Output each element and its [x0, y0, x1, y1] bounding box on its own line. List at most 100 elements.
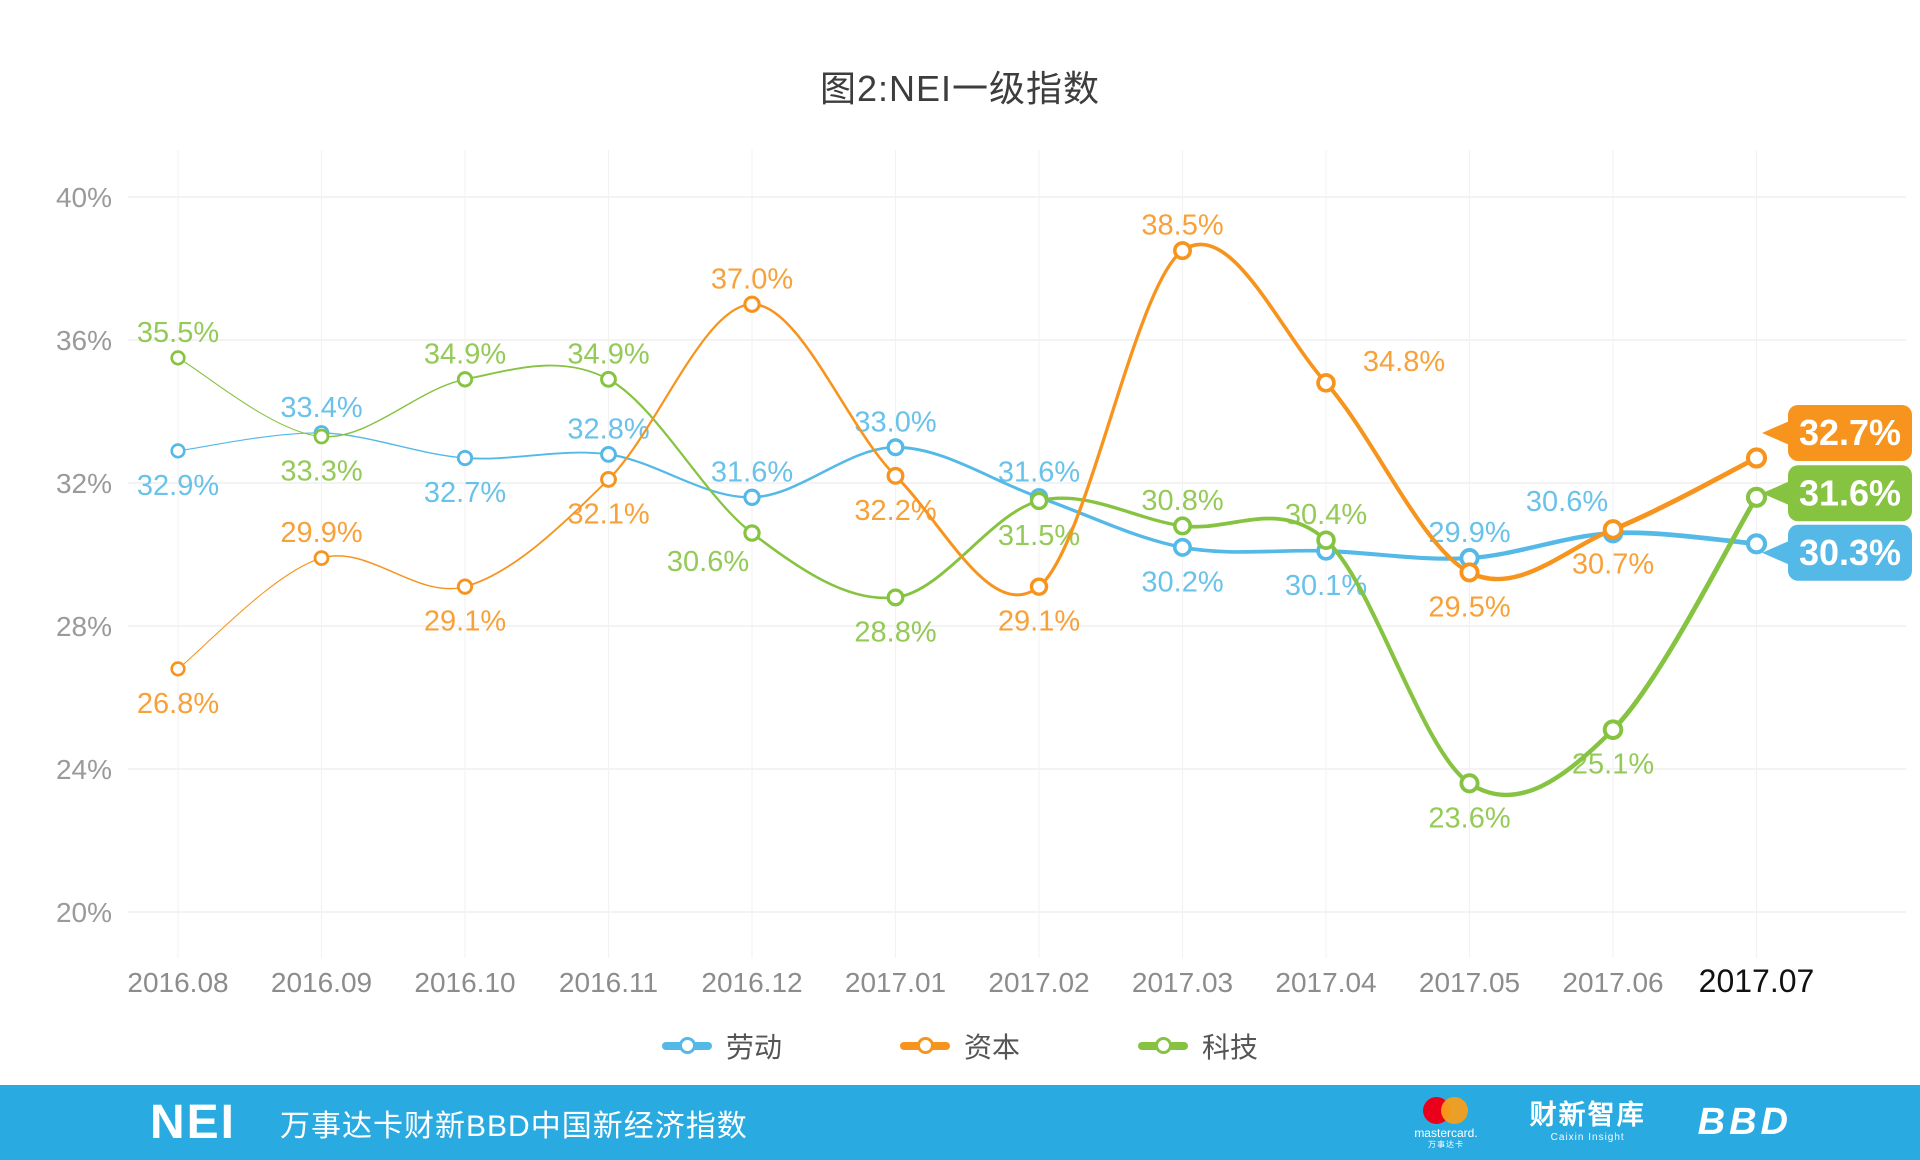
- value-label: 32.7%: [424, 477, 506, 509]
- data-point: [456, 371, 474, 388]
- value-label: 30.2%: [1141, 566, 1223, 598]
- value-label: 26.8%: [137, 688, 219, 720]
- value-label: 32.8%: [567, 413, 649, 445]
- data-point: [1459, 773, 1480, 794]
- legend-item-labor[interactable]: 劳动: [661, 1026, 782, 1066]
- data-point: [170, 661, 186, 677]
- data-point: [456, 449, 474, 467]
- data-point: [886, 466, 905, 485]
- data-point: [1029, 491, 1049, 511]
- data-point: [1745, 533, 1768, 555]
- value-label: 29.1%: [998, 606, 1080, 638]
- x-axis-labels: 2016.08 2016.09 2016.10 2016.11 2016.12 2017.…: [127, 963, 1814, 999]
- data-point: [743, 295, 761, 313]
- value-label: 30.4%: [1285, 499, 1367, 531]
- series-资本: 26.8% 29.9% 29.1% 32.1% 37.0% 32.2% 29.1% 38.5%…: [137, 210, 1768, 720]
- nei-logo: NEI: [150, 1096, 237, 1149]
- data-point: [600, 471, 617, 488]
- value-label: 29.1%: [424, 606, 506, 638]
- legend-label-tech: 科技: [1202, 1032, 1259, 1063]
- svg-text:2016.10: 2016.10: [414, 967, 515, 998]
- legend-item-tech[interactable]: 科技: [1138, 1026, 1258, 1066]
- value-label: 30.8%: [1141, 485, 1223, 517]
- value-label: 32.2%: [854, 495, 936, 527]
- svg-text:32.7%: 32.7%: [1799, 412, 1901, 453]
- caixin-sub: Caixin Insight: [1550, 1132, 1625, 1143]
- data-point: [600, 370, 617, 388]
- value-label: 33.0%: [854, 406, 936, 438]
- data-point: [886, 438, 905, 457]
- value-label: 34.9%: [567, 338, 649, 370]
- series-科技: 35.5% 33.3% 34.9% 34.9% 30.6% 28.8% 31.5% 30.8%…: [137, 317, 1768, 834]
- value-label: 32.9%: [137, 470, 219, 502]
- data-point: [1459, 562, 1480, 583]
- data-point: [170, 350, 186, 366]
- svg-text:2017.01: 2017.01: [845, 967, 946, 998]
- data-point: [1173, 241, 1192, 261]
- legend: 劳动 资本 科技: [0, 1026, 1920, 1066]
- value-label: 30.7%: [1572, 548, 1654, 580]
- svg-text:2017.04: 2017.04: [1275, 967, 1376, 998]
- value-label: 32.1%: [567, 498, 649, 530]
- value-label: 31.5%: [998, 520, 1080, 552]
- y-axis-labels: 40% 36% 32% 28% 24% 20%: [56, 182, 112, 928]
- svg-text:30.3%: 30.3%: [1799, 532, 1901, 573]
- bbd-logo: BBD: [1697, 1101, 1792, 1143]
- data-point: [743, 524, 761, 542]
- data-point: [313, 550, 330, 566]
- value-label: 30.6%: [1526, 486, 1608, 518]
- value-label: 34.8%: [1363, 346, 1445, 378]
- svg-text:2017.07: 2017.07: [1699, 963, 1815, 999]
- chart-title: 图2:NEI一级指数: [819, 68, 1101, 109]
- legend-item-capital[interactable]: 资本: [899, 1026, 1020, 1066]
- footer-brand: NEI 万事达卡财新BBD中国新经济指数: [150, 1085, 748, 1160]
- svg-text:2016.11: 2016.11: [559, 967, 658, 998]
- series-劳动: 32.9% 33.4% 32.7% 32.8% 31.6% 33.0% 31.6% 30.2%…: [137, 392, 1768, 602]
- value-label: 33.4%: [280, 392, 362, 424]
- value-label: 28.8%: [854, 616, 936, 648]
- end-badge-资本: 32.7%: [1762, 404, 1912, 461]
- caixin-name: 财新智库: [1529, 1100, 1646, 1130]
- svg-text:2016.12: 2016.12: [701, 967, 802, 998]
- data-point: [313, 428, 330, 445]
- data-point: [600, 445, 617, 463]
- svg-text:32%: 32%: [56, 468, 112, 499]
- value-label: 29.5%: [1428, 591, 1510, 623]
- data-point: [1602, 519, 1624, 540]
- value-label: 30.1%: [1285, 570, 1367, 602]
- tech-series-icon: [1138, 1036, 1188, 1056]
- data-point: [1316, 530, 1336, 550]
- mastercard-chinese: 万事达卡: [1427, 1139, 1464, 1149]
- footer-subtitle: 万事达卡财新BBD中国新经济指数: [280, 1109, 748, 1143]
- svg-text:2017.03: 2017.03: [1132, 967, 1233, 998]
- svg-text:28%: 28%: [56, 611, 112, 642]
- value-label: 31.6%: [711, 456, 793, 488]
- value-label: 23.6%: [1428, 802, 1510, 834]
- value-label: 29.9%: [1428, 517, 1510, 549]
- svg-text:40%: 40%: [56, 182, 112, 213]
- value-label: 34.9%: [424, 338, 506, 370]
- value-label: 30.6%: [667, 546, 749, 578]
- data-point: [170, 443, 186, 459]
- data-point: [1173, 537, 1192, 557]
- end-badge-劳动: 30.3%: [1762, 524, 1912, 581]
- value-label: 38.5%: [1141, 210, 1223, 242]
- data-point: [743, 488, 761, 506]
- caixin-insight-logo: 财新智库 Caixin Insight: [1530, 1102, 1646, 1143]
- labor-series-icon: [661, 1036, 712, 1056]
- value-label: 31.6%: [998, 456, 1080, 488]
- svg-text:31.6%: 31.6%: [1799, 472, 1901, 513]
- legend-label-capital: 资本: [963, 1032, 1020, 1063]
- data-point: [456, 578, 474, 595]
- data-point: [1173, 516, 1192, 536]
- data-point: [1745, 447, 1768, 469]
- footer-partner-logos: mastercard. 万事达卡 财新智库 Caixin Insight BBD: [1414, 1085, 1792, 1160]
- mastercard-wordmark: mastercard.: [1414, 1125, 1478, 1140]
- svg-text:2016.08: 2016.08: [127, 967, 228, 998]
- data-point: [1316, 373, 1336, 393]
- value-label: 29.9%: [280, 517, 362, 549]
- legend-label-labor: 劳动: [725, 1032, 782, 1063]
- svg-text:24%: 24%: [56, 754, 112, 785]
